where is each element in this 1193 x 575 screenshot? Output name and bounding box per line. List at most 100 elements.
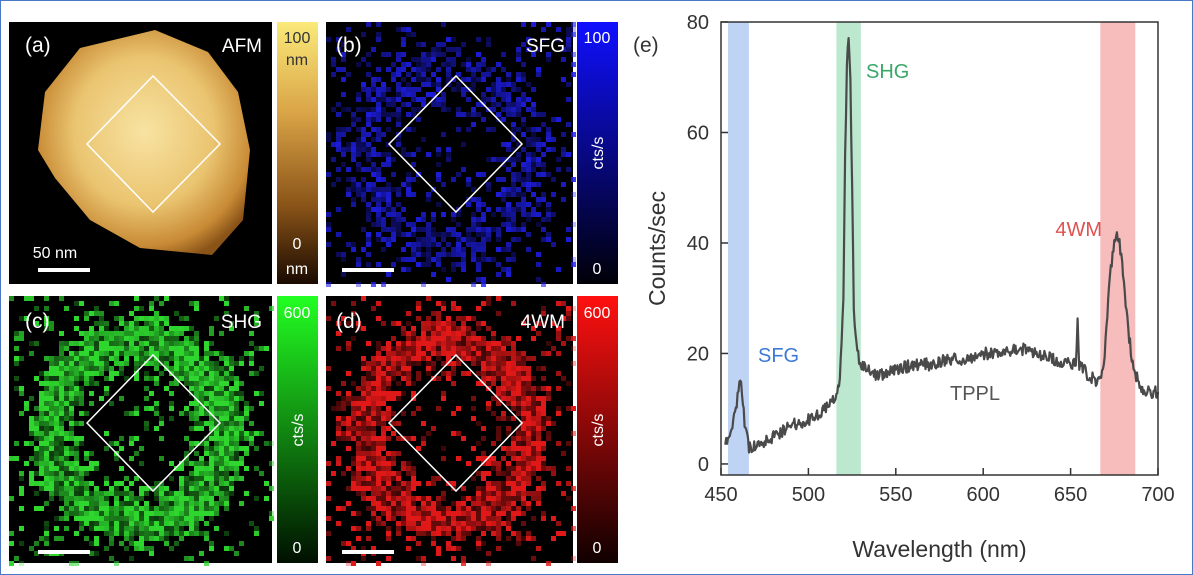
sfg-pixels: [326, 22, 576, 287]
pixel: [491, 157, 496, 162]
pixel: [169, 506, 174, 511]
pixel: [536, 72, 541, 77]
pixel: [456, 87, 461, 92]
pixel: [476, 222, 481, 227]
pixel: [134, 516, 139, 521]
pixel: [516, 476, 521, 481]
pixel: [446, 521, 451, 526]
pixel: [371, 456, 376, 461]
pixel: [511, 356, 516, 361]
pixel: [239, 416, 244, 421]
pixel: [19, 331, 24, 336]
pixel: [426, 516, 431, 521]
pixel: [351, 177, 356, 182]
pixel: [501, 107, 506, 112]
pixel: [416, 346, 421, 351]
pixel: [376, 232, 381, 237]
pixel: [416, 526, 421, 531]
pixel: [516, 536, 521, 541]
pixel: [376, 516, 381, 521]
pixel: [526, 162, 531, 167]
pixel: [401, 42, 406, 47]
pixel: [496, 82, 501, 87]
pixel: [431, 361, 436, 366]
pixel: [411, 242, 416, 247]
pixel: [24, 296, 29, 301]
pixel: [556, 531, 561, 536]
pixel: [371, 496, 376, 501]
pixel: [386, 396, 391, 401]
pixel: [144, 316, 149, 321]
pixel: [119, 466, 124, 471]
pixel: [326, 481, 331, 486]
pixel: [336, 431, 341, 436]
pixel: [79, 471, 84, 476]
pixel: [441, 331, 446, 336]
pixel: [406, 172, 411, 177]
pixel: [351, 416, 356, 421]
panel-b: (b) SFG 100 cts/s 0: [326, 22, 618, 287]
pixel: [541, 406, 546, 411]
pixel: [336, 456, 341, 461]
pixel: [491, 526, 496, 531]
pixel: [229, 321, 234, 326]
pixel: [481, 92, 486, 97]
pixel: [44, 396, 49, 401]
pixel: [516, 491, 521, 496]
panel-title: SHG: [221, 312, 262, 333]
pixel: [199, 486, 204, 491]
pixel: [204, 461, 209, 466]
pixel: [54, 421, 59, 426]
pixel: [496, 102, 501, 107]
pixel: [371, 401, 376, 406]
pixel: [541, 401, 546, 406]
pixel: [54, 386, 59, 391]
pixel: [109, 521, 114, 526]
pixel: [451, 351, 456, 356]
pixel: [481, 451, 486, 456]
pixel: [134, 546, 139, 551]
pixel: [486, 87, 491, 92]
pixel: [259, 366, 264, 371]
pixel: [64, 306, 69, 311]
pixel: [49, 391, 54, 396]
pixel: [356, 147, 361, 152]
pixel: [471, 242, 476, 247]
pixel: [526, 481, 531, 486]
pixel: [431, 541, 436, 546]
pixel: [49, 471, 54, 476]
pixel: [566, 481, 571, 486]
pixel: [521, 132, 526, 137]
pixel: [214, 376, 219, 381]
pixel: [154, 411, 159, 416]
pixel: [366, 147, 371, 152]
pixel: [521, 421, 526, 426]
pixel: [476, 471, 481, 476]
pixel: [486, 187, 491, 192]
pixel: [59, 356, 64, 361]
pixel: [406, 192, 411, 197]
pixel: [426, 371, 431, 376]
pixel: [431, 531, 436, 536]
pixel: [179, 461, 184, 466]
pixel: [356, 411, 361, 416]
pixel: [134, 406, 139, 411]
pixel: [516, 97, 521, 102]
pixel: [571, 222, 576, 227]
pixel: [501, 376, 506, 381]
pixel: [214, 421, 219, 426]
pixel: [401, 207, 406, 212]
pixel: [421, 496, 426, 501]
pixel: [99, 346, 104, 351]
pixel: [486, 232, 491, 237]
pixel: [39, 431, 44, 436]
pixel: [471, 361, 476, 366]
pixel: [411, 162, 416, 167]
pixel: [124, 361, 129, 366]
pixel: [491, 351, 496, 356]
pixel: [356, 406, 361, 411]
band-label-sfg: SFG: [758, 345, 799, 367]
pixel: [351, 401, 356, 406]
pixel: [431, 521, 436, 526]
pixel: [486, 296, 491, 301]
